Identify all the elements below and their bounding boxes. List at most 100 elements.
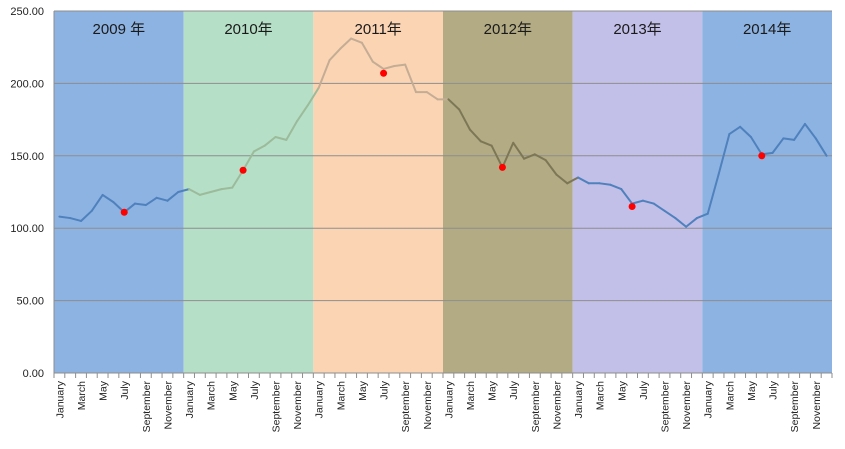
y-tick-label: 50.00 <box>16 296 44 308</box>
series-segment <box>155 196 169 202</box>
series-segment <box>274 135 288 141</box>
x-tick-label: May <box>746 380 758 401</box>
series-segment <box>393 63 407 68</box>
year-band-label: 2010年 <box>224 21 272 38</box>
x-tick-label: January <box>703 380 715 418</box>
series-segment <box>69 217 83 222</box>
series-segment <box>674 217 688 228</box>
y-tick-label: 100.00 <box>10 223 44 235</box>
series-segment <box>695 212 709 220</box>
series-segment <box>782 137 796 141</box>
year-band-label: 2011年 <box>355 21 402 38</box>
x-tick-label: May <box>357 380 369 401</box>
series-segment <box>188 188 201 196</box>
series-segment <box>641 199 655 205</box>
series-segment <box>544 159 558 176</box>
series-segment <box>620 188 634 205</box>
series-segment <box>631 199 644 205</box>
x-tick-label: May <box>227 380 239 401</box>
x-tick-label: September <box>141 381 153 433</box>
series-segment <box>285 120 299 141</box>
x-tick-label: September <box>400 381 412 433</box>
series-segment <box>263 135 277 147</box>
year-band-labels: 2009 年 2010年 2011年 2012年 2013年 2014年 <box>93 21 792 38</box>
series-segment <box>479 140 493 147</box>
series-segment <box>685 217 698 228</box>
series-segment <box>447 98 461 111</box>
series-segment <box>566 176 580 185</box>
y-tick-label: 150.00 <box>10 151 44 163</box>
x-tick-label: September <box>789 381 801 433</box>
x-tick-label: January <box>443 380 455 418</box>
x-tick-label: November <box>162 380 174 429</box>
data-point-marker <box>120 208 128 216</box>
x-tick-label: January <box>184 380 196 418</box>
series-segment <box>533 153 547 162</box>
data-point-marker <box>628 202 636 210</box>
x-tick-label: January <box>314 380 326 418</box>
series-segment <box>220 186 234 191</box>
x-tick-label: July <box>249 380 261 399</box>
x-tick-label: September <box>530 381 542 433</box>
x-tick-label: September <box>660 381 672 433</box>
x-tick-label: May <box>98 380 110 401</box>
series-segment <box>706 173 720 215</box>
x-tick-label: May <box>616 380 628 401</box>
year-band <box>54 11 184 373</box>
series-segment <box>523 153 536 160</box>
x-tick-label: November <box>292 380 304 429</box>
series-segment <box>739 125 752 138</box>
series-segment <box>166 191 180 202</box>
x-axis: January March May July September November Janu… <box>53 373 833 433</box>
series-segment <box>382 65 396 70</box>
x-tick-label: November <box>551 380 563 429</box>
x-tick-label: November <box>681 380 693 429</box>
x-tick-label: January <box>54 380 66 418</box>
y-tick-label: 200.00 <box>10 78 44 90</box>
year-band-label: 2014年 <box>743 21 791 38</box>
series-segment <box>728 125 742 136</box>
x-tick-label: March <box>206 381 218 410</box>
series-segment <box>598 182 612 186</box>
series-segment <box>490 144 504 169</box>
year-band <box>702 11 832 373</box>
series-segment <box>555 173 569 185</box>
series-segment <box>101 193 115 204</box>
series-segment <box>296 104 309 123</box>
series-segment <box>317 59 331 89</box>
x-tick-label: May <box>487 380 499 401</box>
year-bands <box>54 11 832 373</box>
series-segment <box>749 135 763 156</box>
year-band <box>183 11 314 373</box>
series-segment <box>425 91 439 101</box>
series-segment <box>350 37 363 44</box>
series-segment <box>360 41 374 63</box>
data-point-marker <box>758 152 766 160</box>
x-tick-label: September <box>271 381 283 433</box>
series-segment <box>501 141 515 169</box>
series-segment <box>512 141 526 160</box>
data-point-marker <box>239 166 247 174</box>
series-segment <box>58 215 72 220</box>
data-series <box>58 37 828 228</box>
x-tick-label: January <box>573 380 585 418</box>
series-segment <box>209 188 223 193</box>
year-band-label: 2012年 <box>484 21 532 38</box>
x-tick-label: March <box>595 381 607 410</box>
series-segment <box>144 196 158 207</box>
series-segment <box>814 137 828 157</box>
series-segment <box>328 47 342 62</box>
x-tick-label: March <box>724 381 736 410</box>
x-tick-label: July <box>638 380 650 399</box>
highlight-markers <box>120 69 766 216</box>
series-segment <box>252 144 266 153</box>
series-segment <box>803 122 817 140</box>
series-segment <box>793 122 806 141</box>
x-tick-label: November <box>811 380 823 429</box>
year-band <box>572 11 703 373</box>
x-tick-label: March <box>76 381 88 410</box>
series-segment <box>652 202 666 212</box>
series-segment <box>371 60 385 70</box>
series-segment <box>469 128 482 143</box>
